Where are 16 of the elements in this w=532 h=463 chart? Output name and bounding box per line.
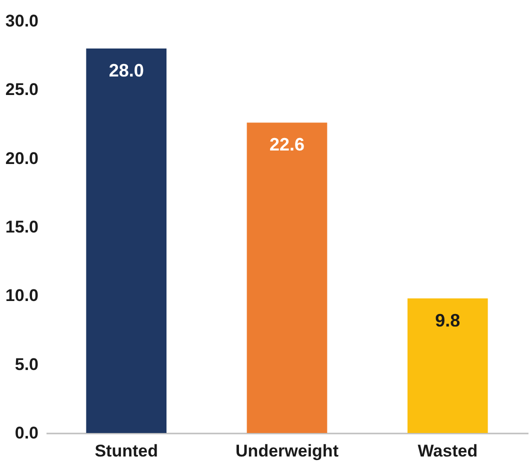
y-tick-label: 30.0 <box>5 12 38 30</box>
y-tick-label: 20.0 <box>5 148 38 168</box>
data-label: 9.8 <box>435 310 460 330</box>
y-tick-label: 25.0 <box>5 80 38 100</box>
data-label: 28.0 <box>108 60 144 80</box>
x-tick-label: Underweight <box>236 442 339 460</box>
bar <box>86 48 166 433</box>
x-tick-label: Stunted <box>94 442 158 460</box>
y-tick-label: 5.0 <box>14 354 38 374</box>
y-tick-label: 15.0 <box>5 218 38 236</box>
bar <box>408 298 488 433</box>
y-tick-label: 10.0 <box>5 286 38 306</box>
y-tick-label: 0.0 <box>14 424 38 442</box>
bar <box>246 122 328 433</box>
x-tick-label: Wasted <box>418 442 478 460</box>
data-label: 22.6 <box>269 134 305 155</box>
